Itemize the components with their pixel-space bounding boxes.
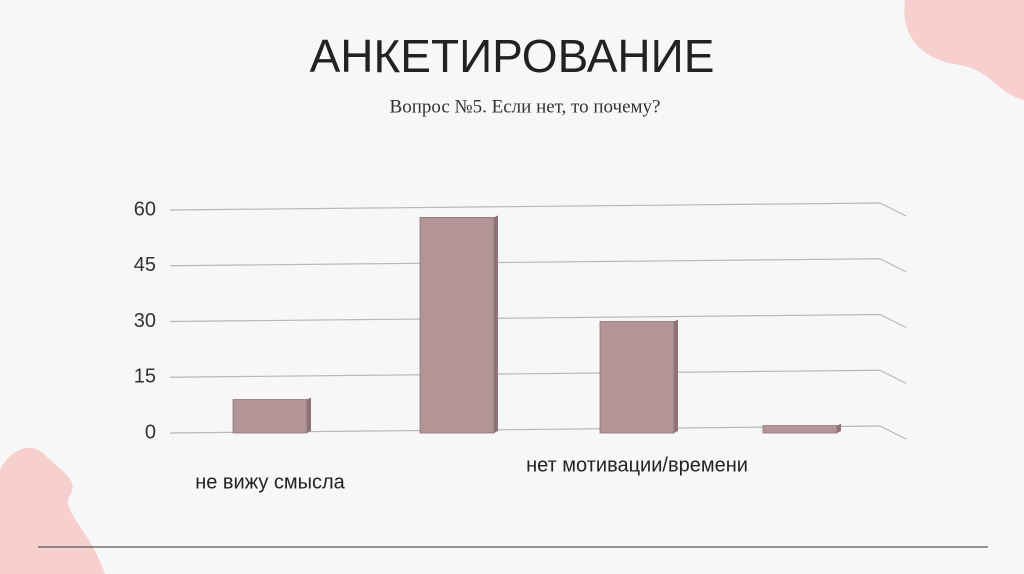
bar: [762, 425, 838, 434]
y-tick-label: 15: [134, 366, 156, 388]
x-tick-label: нет мотивации/времени: [526, 454, 748, 476]
bar: [599, 321, 675, 434]
y-tick-label: 45: [134, 254, 156, 276]
y-tick-label: 30: [134, 310, 156, 332]
grid-line: [169, 258, 907, 273]
bar-side: [307, 397, 311, 433]
bar: [419, 217, 495, 434]
decor-blob: [904, 0, 1024, 100]
grid-line: [169, 202, 907, 217]
chart-subtitle: Вопрос №5. Если нет, то почему?: [390, 96, 661, 117]
x-tick-label: не вижу смысла: [195, 471, 345, 493]
bar-side: [837, 423, 841, 433]
chart-title: АНКЕТИРОВАНИЕ: [310, 30, 715, 82]
bar-side: [494, 215, 498, 433]
decor-blob: [0, 447, 105, 574]
bar-side: [674, 319, 678, 433]
y-tick-label: 60: [134, 198, 156, 220]
grid-line: [169, 425, 907, 440]
y-tick-label: 0: [145, 421, 156, 443]
grid-line: [169, 313, 907, 329]
bar: [232, 399, 308, 434]
grid-line: [169, 369, 907, 384]
